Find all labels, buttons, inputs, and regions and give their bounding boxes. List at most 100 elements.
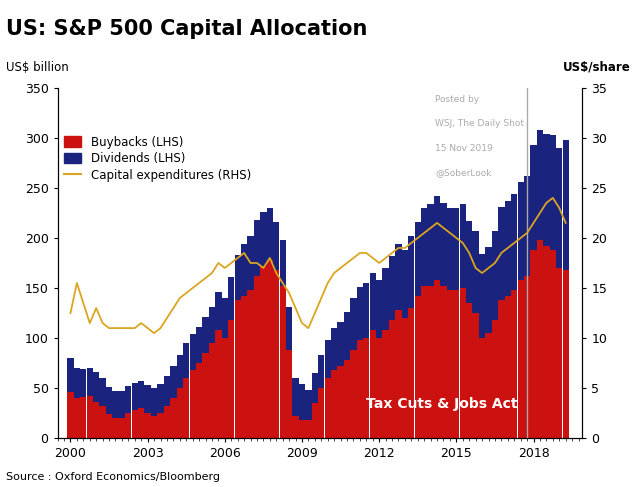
Bar xyxy=(550,250,556,438)
Bar xyxy=(221,298,228,338)
Bar xyxy=(292,416,299,438)
Bar xyxy=(505,201,511,296)
Bar xyxy=(93,402,99,438)
Bar xyxy=(196,363,202,438)
Bar xyxy=(440,203,447,286)
Bar xyxy=(125,413,131,438)
Bar xyxy=(280,240,286,286)
Bar xyxy=(312,403,318,438)
Bar xyxy=(563,140,569,270)
Bar xyxy=(170,366,177,398)
Bar xyxy=(113,418,118,438)
Bar xyxy=(363,283,369,338)
Bar xyxy=(383,330,388,438)
Bar xyxy=(492,320,498,438)
Bar xyxy=(466,303,472,438)
Bar xyxy=(518,280,524,438)
Bar xyxy=(93,372,99,402)
Bar xyxy=(86,396,93,438)
Bar xyxy=(556,148,563,268)
Bar xyxy=(125,386,131,413)
Bar xyxy=(472,231,479,313)
Bar xyxy=(531,145,537,250)
Bar xyxy=(389,320,395,438)
Bar xyxy=(183,343,189,378)
Bar xyxy=(164,376,170,406)
Bar xyxy=(543,134,550,246)
Bar xyxy=(524,176,531,276)
Bar xyxy=(337,322,344,366)
Bar xyxy=(466,221,472,303)
Bar xyxy=(460,204,466,288)
Bar xyxy=(369,273,376,330)
Bar xyxy=(157,413,164,438)
Bar xyxy=(331,328,337,370)
Bar xyxy=(369,330,376,438)
Bar xyxy=(305,420,312,438)
Capital expenditures (RHS) xyxy=(234,255,241,261)
Bar xyxy=(254,220,260,276)
Capital expenditures (RHS) xyxy=(99,320,106,326)
Bar xyxy=(421,286,428,438)
Bar xyxy=(312,373,318,403)
Bar xyxy=(196,327,202,363)
Bar xyxy=(453,208,460,290)
Bar xyxy=(356,287,363,340)
Bar xyxy=(254,276,260,438)
Bar xyxy=(80,397,86,438)
Bar xyxy=(209,307,215,343)
Bar xyxy=(408,308,415,438)
Bar xyxy=(498,300,504,438)
Bar xyxy=(537,240,543,438)
Bar xyxy=(318,355,324,388)
Bar xyxy=(389,256,395,320)
Bar xyxy=(99,406,106,438)
Bar xyxy=(396,310,402,438)
Bar xyxy=(434,280,440,438)
Bar xyxy=(267,260,273,438)
Bar xyxy=(209,343,215,438)
Bar xyxy=(479,338,485,438)
Bar xyxy=(550,135,556,250)
Bar xyxy=(241,296,247,438)
Bar xyxy=(434,196,440,280)
Text: Posted by: Posted by xyxy=(435,94,479,104)
Bar xyxy=(350,298,356,350)
Capital expenditures (RHS) xyxy=(427,225,435,231)
Bar xyxy=(421,208,428,286)
Capital expenditures (RHS) xyxy=(150,330,158,336)
Bar xyxy=(202,353,209,438)
Text: @SoberLook: @SoberLook xyxy=(435,169,492,177)
Bar xyxy=(151,388,157,416)
Capital expenditures (RHS) xyxy=(562,220,570,226)
Bar xyxy=(440,286,447,438)
Text: US: S&P 500 Capital Allocation: US: S&P 500 Capital Allocation xyxy=(6,19,368,39)
Bar xyxy=(563,270,569,438)
Bar xyxy=(221,338,228,438)
Bar xyxy=(183,378,189,438)
Bar xyxy=(119,418,125,438)
Bar xyxy=(344,360,350,438)
Bar xyxy=(67,358,74,392)
Bar xyxy=(248,290,253,438)
Capital expenditures (RHS) xyxy=(549,195,557,201)
Bar xyxy=(292,378,299,416)
Bar xyxy=(556,268,563,438)
Capital expenditures (RHS) xyxy=(67,310,74,316)
Bar xyxy=(267,208,273,260)
Bar xyxy=(305,390,312,420)
Bar xyxy=(299,384,305,420)
Bar xyxy=(524,276,531,438)
Bar xyxy=(286,350,292,438)
Bar xyxy=(415,296,421,438)
Bar xyxy=(415,222,421,296)
Bar xyxy=(138,381,145,408)
Bar xyxy=(260,266,266,438)
Bar xyxy=(543,246,550,438)
Bar xyxy=(170,398,177,438)
Text: Tax Cuts & Jobs Act: Tax Cuts & Jobs Act xyxy=(366,397,518,411)
Bar xyxy=(138,408,145,438)
Bar xyxy=(324,340,331,378)
Bar xyxy=(228,320,234,438)
Bar xyxy=(164,406,170,438)
